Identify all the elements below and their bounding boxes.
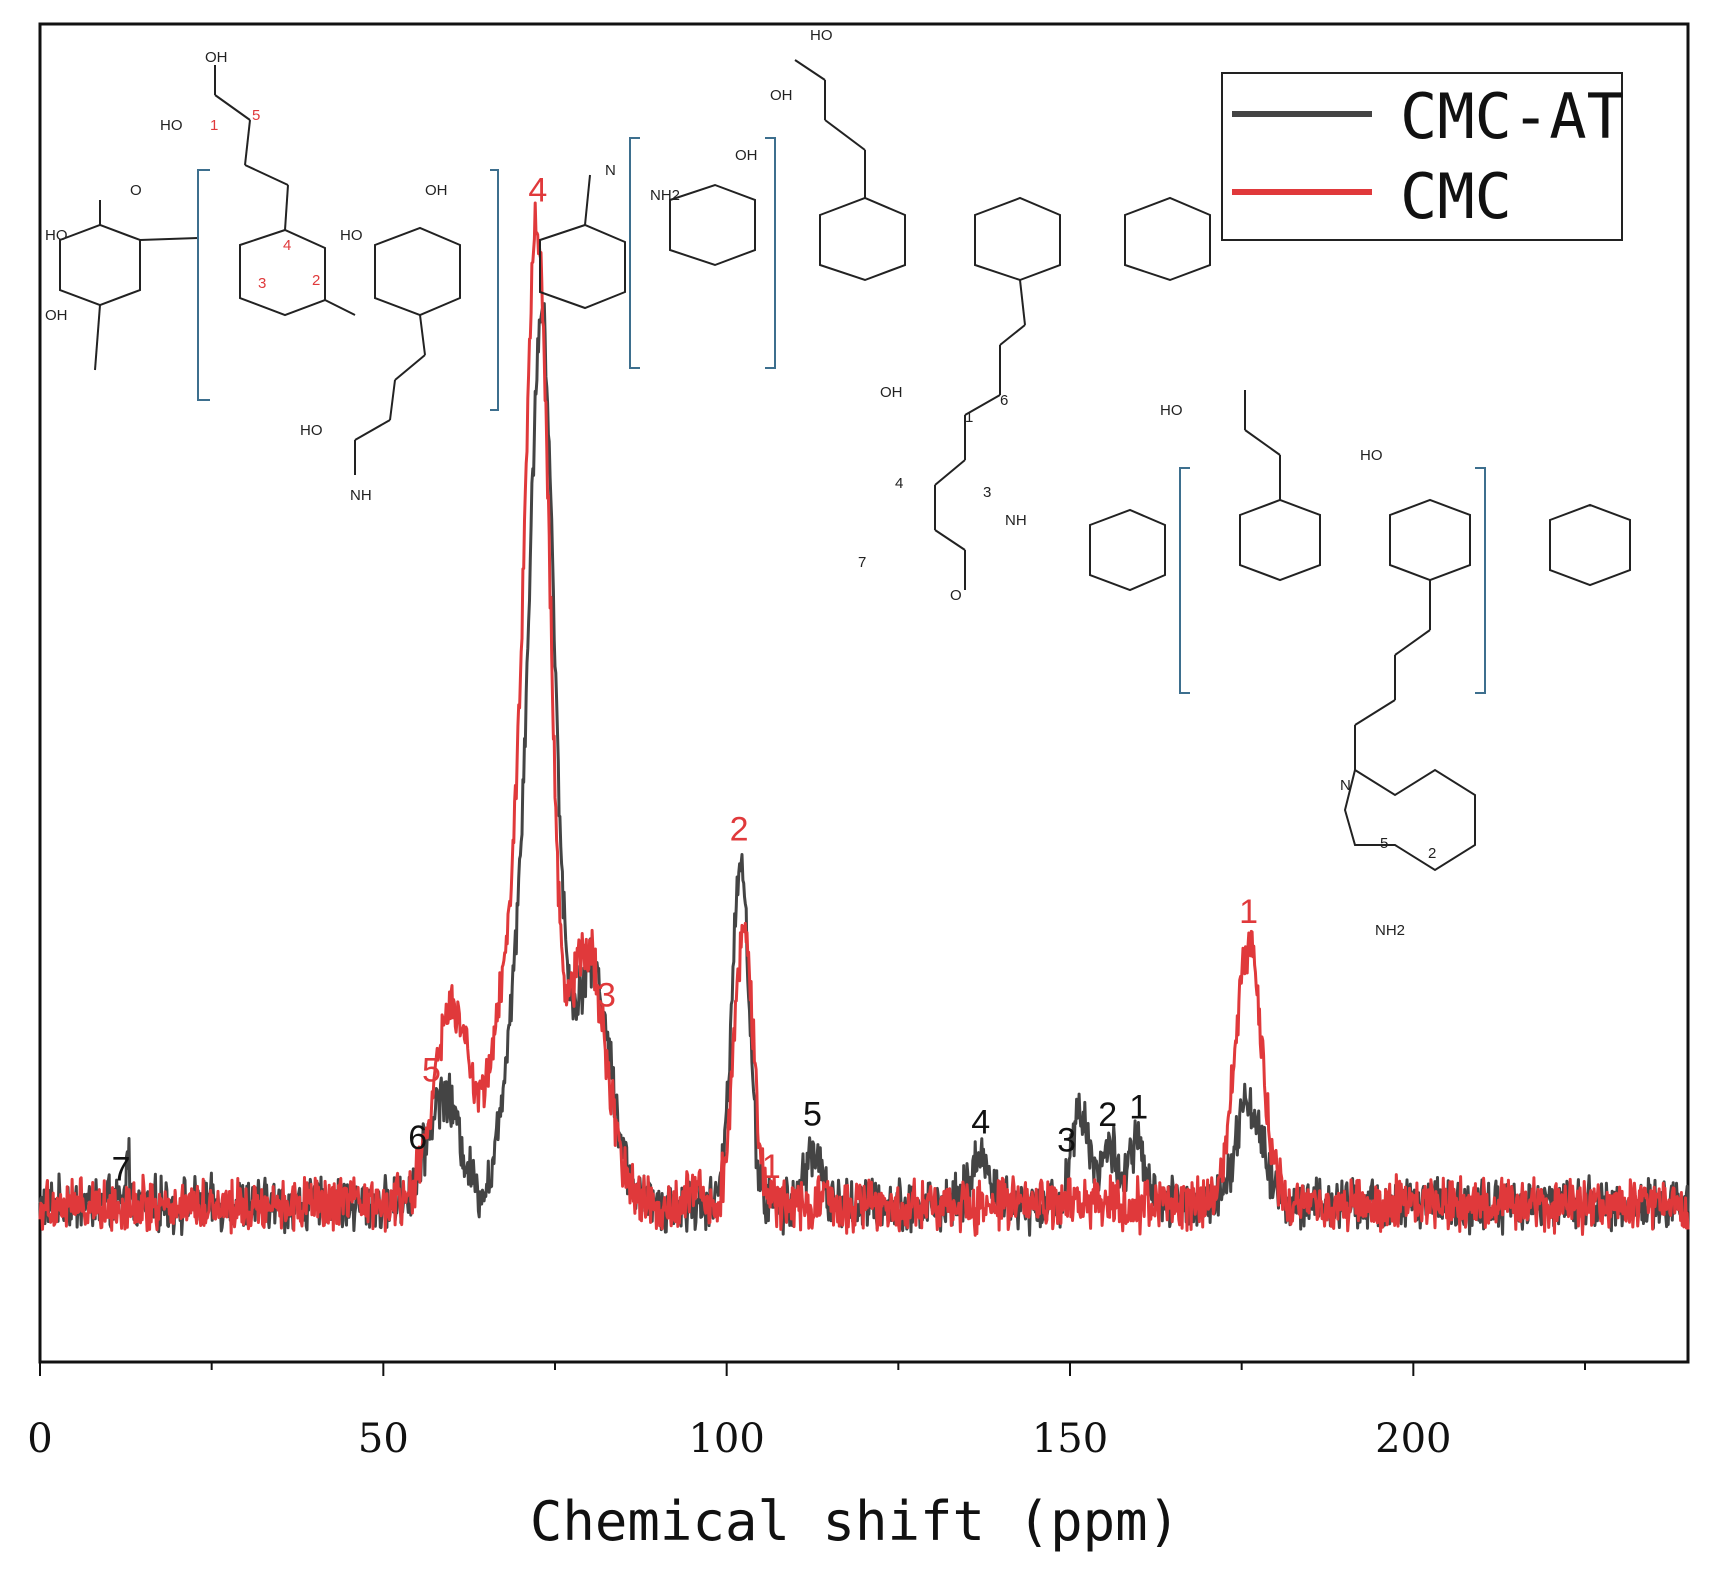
structure-carbon-number-cmc: 4 [283, 237, 291, 254]
structure-carbon-number-cmc-at: 7 [858, 554, 866, 571]
legend-label-cmc: CMC [1400, 160, 1512, 233]
legend-box [1221, 72, 1623, 241]
series-layer [38, 201, 1690, 1237]
structure-cmc-adenine [1089, 390, 1631, 872]
structure-atom-label: NH2 [1375, 922, 1405, 939]
series-line-cmc [38, 201, 1690, 1237]
structure-atom-label: HO [1160, 402, 1183, 419]
structure-atom-label: HO [45, 227, 68, 244]
peak-label-cmc: 1 [762, 1148, 781, 1186]
peak-label-cmc-at: 3 [1057, 1122, 1076, 1160]
peak-label-cmc: 1 [1239, 893, 1258, 931]
structure-atom-label: OH [880, 384, 903, 401]
structure-atom-label: O [950, 587, 962, 604]
structure-atom-label: N [605, 162, 616, 179]
peak-label-cmc-at: 7 [112, 1151, 131, 1189]
structure-atom-label: N [1340, 777, 1351, 794]
structure-atom-label: OH [425, 182, 448, 199]
structure-carbon-number-cmc-at: 2 [1428, 845, 1436, 862]
x-tick-label: 200 [1375, 1416, 1451, 1462]
x-tick-label: 150 [1032, 1416, 1108, 1462]
structure-atom-label: HO [300, 422, 323, 439]
structure-carbon-number-cmc: 3 [258, 275, 266, 292]
structure-carbon-number-cmc-at: 3 [983, 484, 991, 501]
peak-label-cmc-at: 2 [1098, 1096, 1117, 1134]
peak-label-cmc-at: 6 [408, 1119, 427, 1157]
legend-label-cmc-at: CMC-AT [1400, 80, 1624, 153]
structure-carbon-number-cmc-at: 6 [1000, 392, 1008, 409]
series-line-cmc-at [38, 302, 1690, 1237]
x-tick-label: 0 [27, 1416, 52, 1462]
structure-carbon-number-cmc-at: 5 [1380, 835, 1388, 852]
structure-cmc [59, 59, 1211, 590]
peak-label-cmc: 3 [597, 977, 616, 1015]
structure-atom-label: NH [1005, 512, 1027, 529]
structure-atom-label: OH [735, 147, 758, 164]
structure-atom-label: O [130, 182, 142, 199]
x-tick-label: 100 [688, 1416, 764, 1462]
peak-label-cmc: 4 [528, 172, 547, 210]
x-axis: 0 50 100 150 200 [27, 1362, 1586, 1462]
peak-label-cmc-at: 4 [971, 1103, 990, 1141]
peak-label-cmc: 2 [730, 811, 749, 849]
structure-atom-label: HO [1360, 447, 1383, 464]
structure-atom-label: NH2 [650, 187, 680, 204]
structure-atom-label: OH [205, 49, 228, 66]
peak-label-cmc-at: 1 [1129, 1088, 1148, 1126]
x-tick-label: 50 [358, 1416, 409, 1462]
peak-label-cmc-at: 5 [803, 1095, 822, 1133]
structure-carbon-number-cmc-at: 4 [895, 475, 903, 492]
plot-frame [38, 22, 1690, 1364]
structure-atom-label: HO [160, 117, 183, 134]
legend: CMC-AT CMC [1221, 72, 1624, 241]
structure-atom-label: OH [45, 307, 68, 324]
structure-atom-label: HO [810, 27, 833, 44]
structure-labels: HO OH O HO OH HO OH HO NH N NH2 OH OH HO… [45, 27, 1436, 939]
structure-atom-label: HO [340, 227, 363, 244]
structure-atom-label: NH [350, 487, 372, 504]
structure-carbon-number-cmc: 5 [252, 107, 260, 124]
peak-label-cmc: 5 [422, 1051, 441, 1089]
structure-carbon-number-cmc: 2 [312, 272, 320, 289]
structure-atom-label: OH [770, 87, 793, 104]
x-axis-title: Chemical shift (ppm) [530, 1490, 1180, 1553]
structure-carbon-number-cmc: 1 [210, 117, 218, 134]
structure-carbon-number-cmc-at: 1 [965, 409, 973, 426]
